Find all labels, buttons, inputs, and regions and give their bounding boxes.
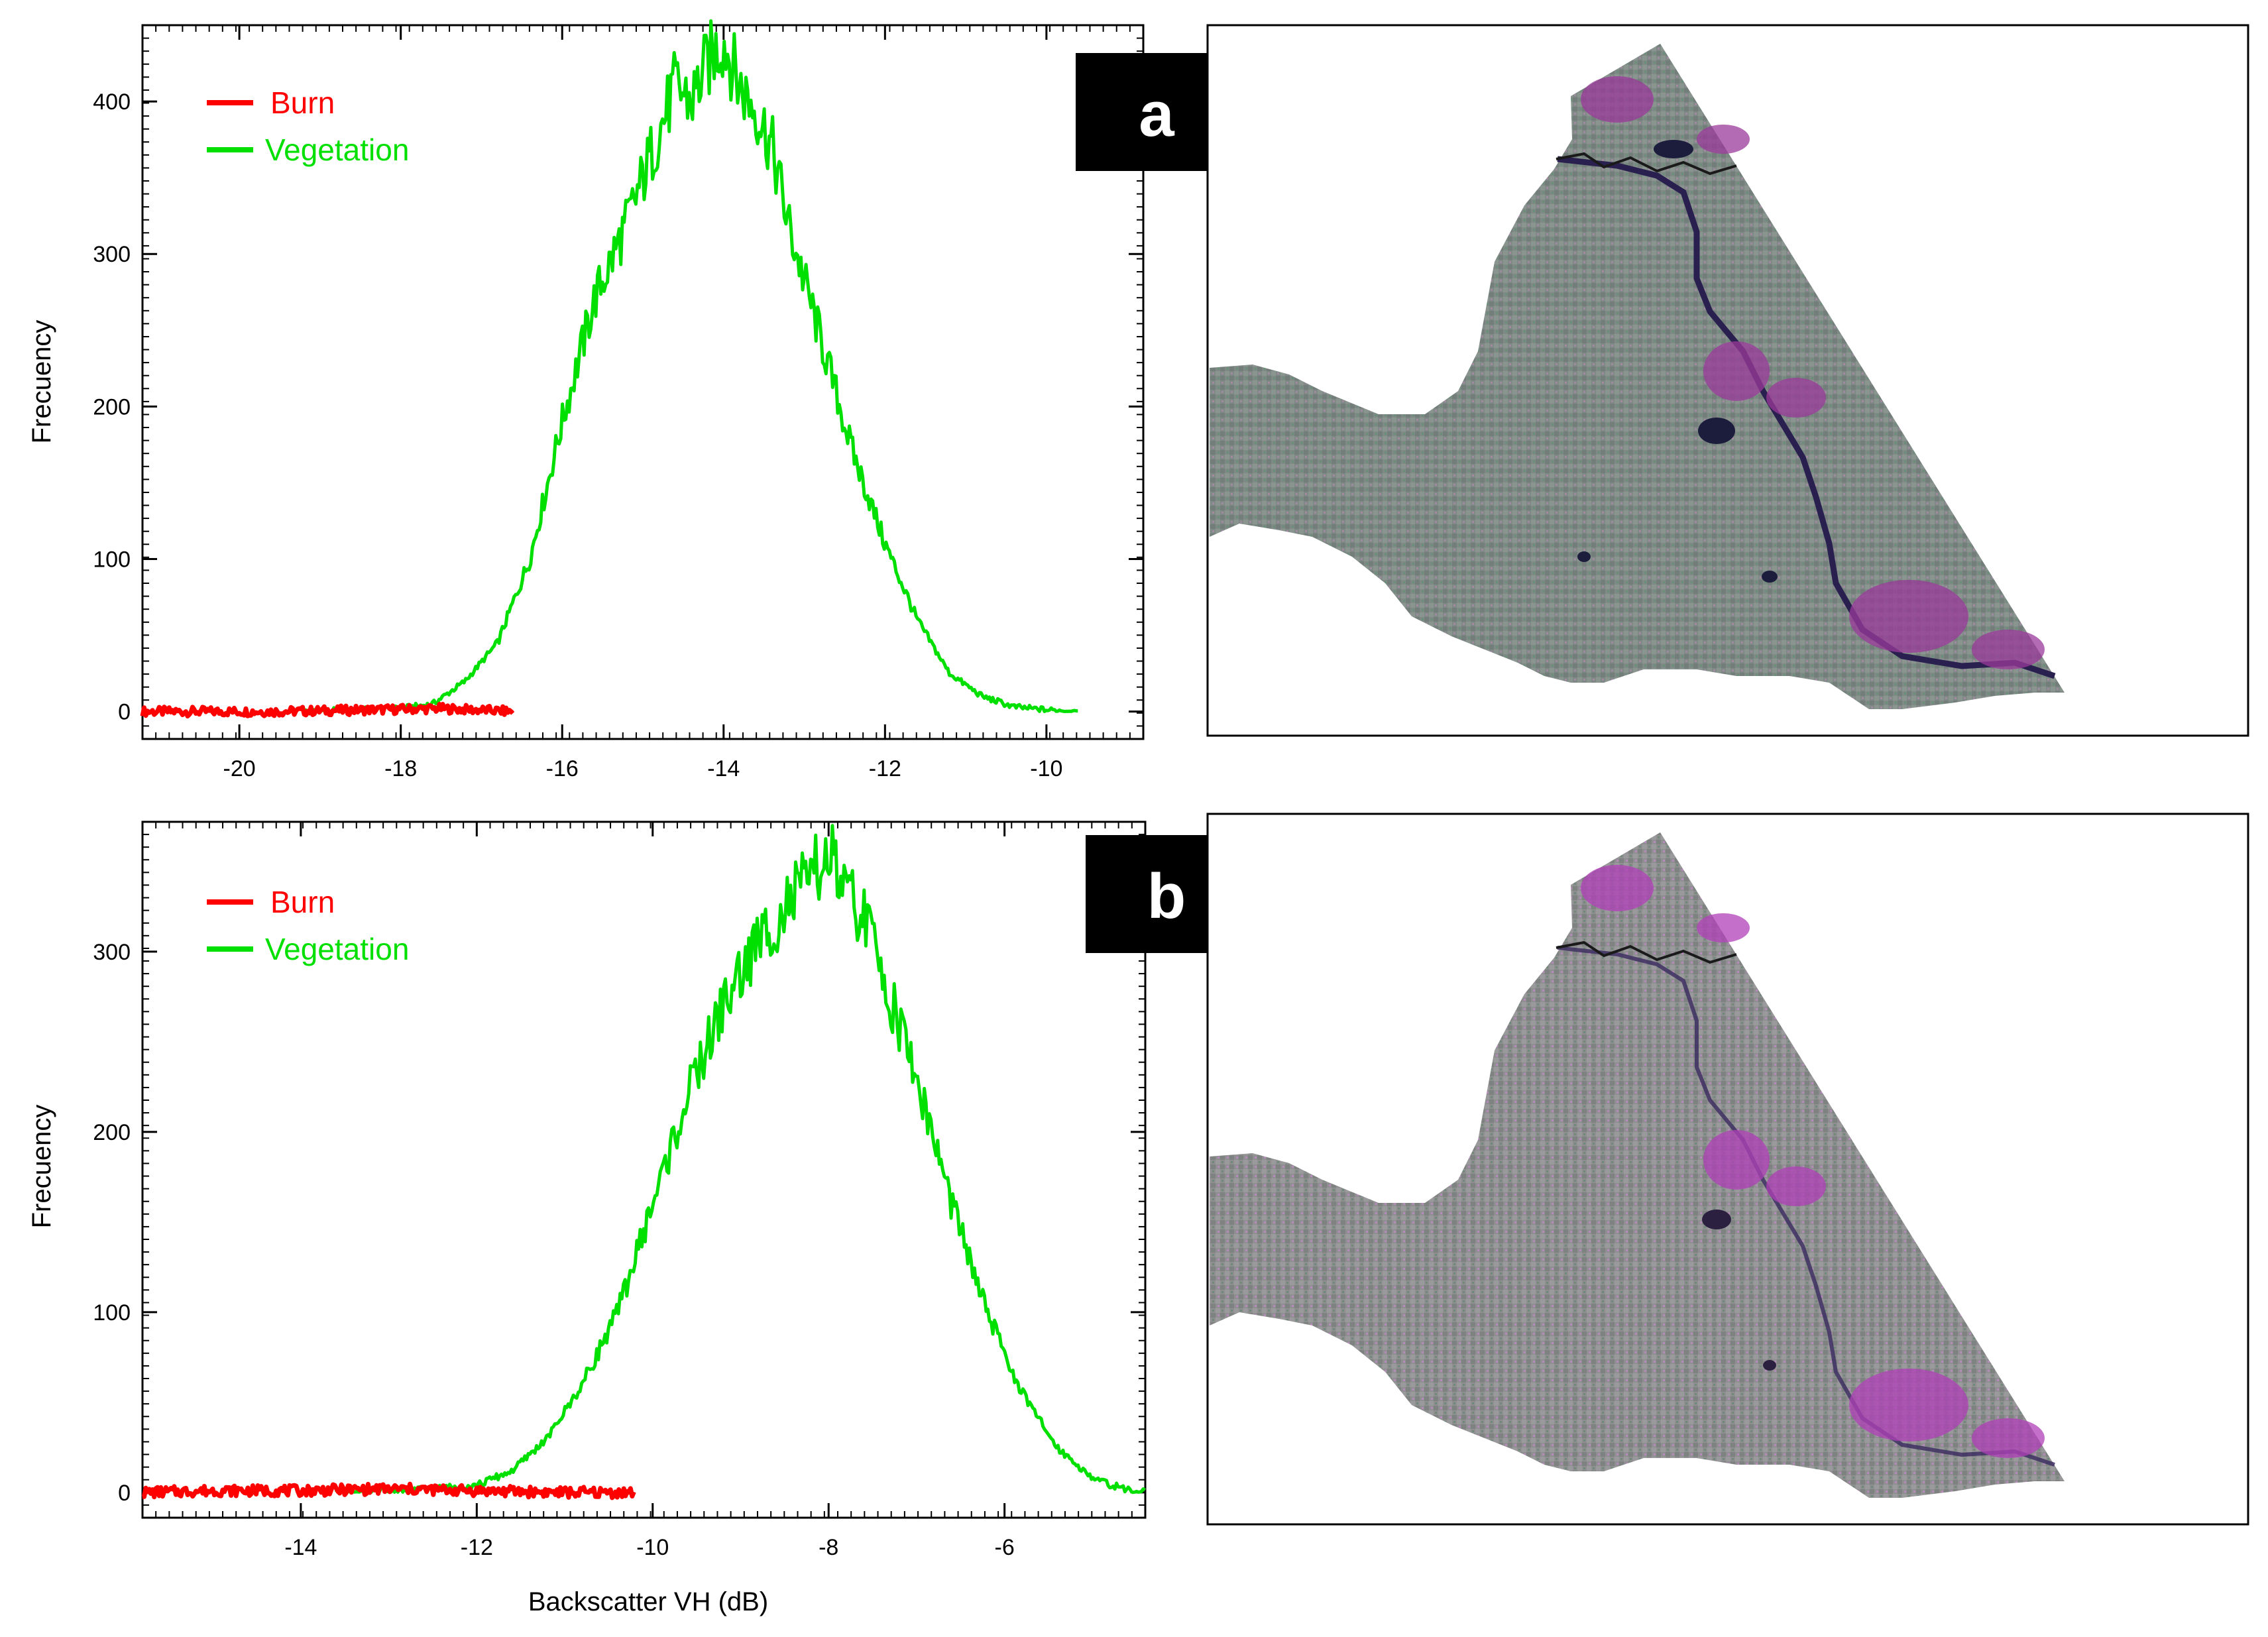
water-patch-b-2: [1763, 1360, 1776, 1371]
burn-patches-a: [1581, 76, 2045, 669]
burn-patch-b-3: [1703, 1130, 1770, 1190]
panel-tag-b-label: b: [1147, 861, 1186, 932]
y-tick-label: 100: [93, 547, 131, 572]
water-patch-a-4: [1654, 140, 1693, 158]
plot-frame-b: [141, 820, 1147, 1519]
river-a: [1557, 156, 2056, 679]
x-tick-label: -20: [223, 756, 256, 781]
water-patches-a: [1577, 140, 1778, 583]
burn-patch-b-5: [1849, 1369, 1968, 1441]
water-patch-a-1: [1698, 418, 1735, 444]
y-tick-label: 200: [93, 394, 131, 420]
burn-patch-b-4: [1766, 1166, 1826, 1206]
legend-label-burn-a: Burn: [270, 85, 335, 120]
series-line-burn: [140, 702, 515, 718]
study-area-map-b: [1210, 832, 2065, 1498]
river-b: [1557, 946, 2055, 1467]
water-patch-a-3: [1762, 571, 1778, 583]
x-axis-title-b: Backscatter VH (dB): [528, 1587, 768, 1616]
map-panel-a: [1206, 24, 2249, 737]
legend-a: Burn Vegetation: [207, 85, 409, 167]
ticks-b: -14 -12 -10 -8 -6 0 100 200 300: [93, 822, 1145, 1560]
panel-tag-a-label: a: [1139, 79, 1174, 150]
map-panel-b: [1206, 813, 2249, 1526]
y-tick-label: 0: [118, 700, 131, 725]
ticks-a: -20 -18 -16 -14 -12 -10 0 100 200 300 400: [93, 25, 1143, 781]
water-patch-a-2: [1577, 551, 1591, 562]
border-line-a: [1556, 152, 1737, 176]
y-axis-title-b: Frecuency: [27, 1105, 56, 1229]
burn-patches-b: [1581, 865, 2045, 1458]
legend-label-vegetation-a: Vegetation: [265, 133, 409, 167]
legend-label-burn-b: Burn: [270, 885, 335, 919]
y-axis-title-a: Frecuency: [27, 320, 56, 444]
y-tick-label: 0: [118, 1481, 131, 1506]
series-line-vegetation: [334, 824, 1146, 1495]
minor-ticks-b: [142, 822, 1145, 1518]
burn-patch-b-6: [1972, 1418, 2045, 1458]
series-b: [142, 824, 1146, 1500]
legend-label-vegetation-b: Vegetation: [265, 932, 409, 966]
x-tick-label: -10: [1030, 756, 1062, 781]
legend-b: Burn Vegetation: [207, 885, 409, 966]
water-patches-b: [1702, 1210, 1776, 1371]
burn-patch-b-1: [1581, 865, 1654, 911]
y-tick-label: 100: [93, 1300, 131, 1326]
study-area-map-a: [1210, 44, 2065, 709]
series-line-vegetation: [303, 19, 1078, 714]
burn-patch-a-2: [1697, 125, 1750, 154]
y-tick-label: 400: [93, 89, 131, 115]
border-line-b: [1556, 940, 1737, 964]
x-tick-label: -14: [284, 1535, 317, 1560]
burn-patch-a-4: [1766, 378, 1826, 418]
x-tick-label: -14: [707, 756, 740, 781]
burn-patch-a-3: [1703, 341, 1770, 401]
x-tick-label: -10: [636, 1535, 669, 1560]
chart-panel-b: -14 -12 -10 -8 -6 0 100 200 300 Frecuency Backsc…: [27, 820, 1147, 1616]
burn-patch-a-1: [1581, 76, 1654, 123]
y-tick-label: 300: [93, 242, 131, 267]
series-line-burn: [142, 1481, 636, 1500]
x-tick-label: -8: [819, 1535, 838, 1560]
plot-frame-a: [141, 24, 1145, 740]
water-patch-b-1: [1702, 1210, 1731, 1229]
x-tick-label: -12: [461, 1535, 493, 1560]
x-tick-label: -12: [869, 756, 901, 781]
series-a: [140, 19, 1078, 718]
burn-patch-b-2: [1697, 913, 1750, 942]
x-tick-label: -18: [384, 756, 417, 781]
x-tick-label: -6: [995, 1535, 1015, 1560]
chart-panel-a: -20 -18 -16 -14 -12 -10 0 100 200 300 400 Frecuenc…: [27, 19, 1145, 781]
minor-ticks-a: [142, 25, 1143, 739]
x-tick-label: -16: [546, 756, 579, 781]
y-tick-label: 200: [93, 1120, 131, 1145]
y-tick-label: 300: [93, 940, 131, 965]
burn-patch-a-5: [1849, 580, 1968, 653]
burn-patch-a-6: [1972, 630, 2045, 669]
